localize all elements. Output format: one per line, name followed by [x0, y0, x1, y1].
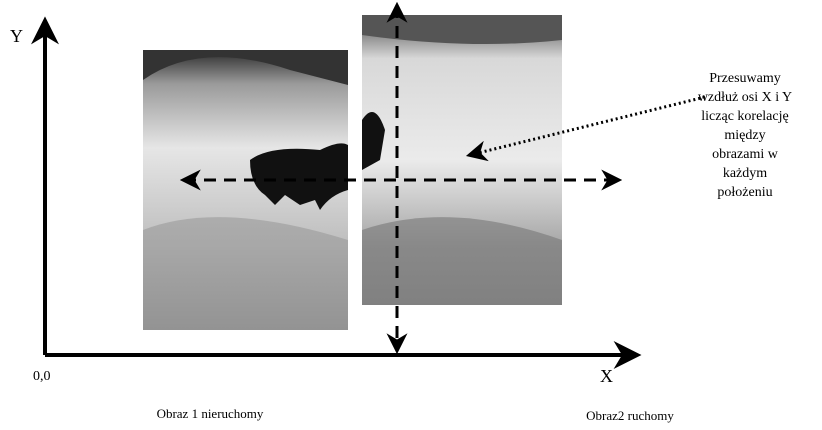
annotation-line: Przesuwamy	[709, 71, 781, 86]
annotation-line: między	[724, 128, 765, 143]
diagram: Y X 0,0 Przesuwamy wzdłuż osi X i Y licząc…	[0, 0, 822, 430]
moving-image	[362, 15, 562, 305]
x-axis-label: X	[600, 366, 613, 386]
caption: Obraz 1 nieruchomy	[157, 406, 264, 421]
origin-label: 0,0	[33, 369, 51, 384]
annotation-line: położeniu	[717, 185, 772, 200]
fixed-image	[143, 50, 348, 330]
annotation: Przesuwamy wzdłuż osi X i Y licząc korelac…	[698, 71, 792, 200]
y-axis-label: Y	[10, 26, 23, 46]
annotation-line: obrazami w	[712, 147, 779, 162]
annotation-line: wzdłuż osi X i Y	[698, 90, 792, 105]
annotation-line: licząc korelację	[701, 109, 788, 124]
caption: Obraz2 ruchomy	[586, 408, 674, 423]
annotation-line: każdym	[723, 166, 767, 181]
